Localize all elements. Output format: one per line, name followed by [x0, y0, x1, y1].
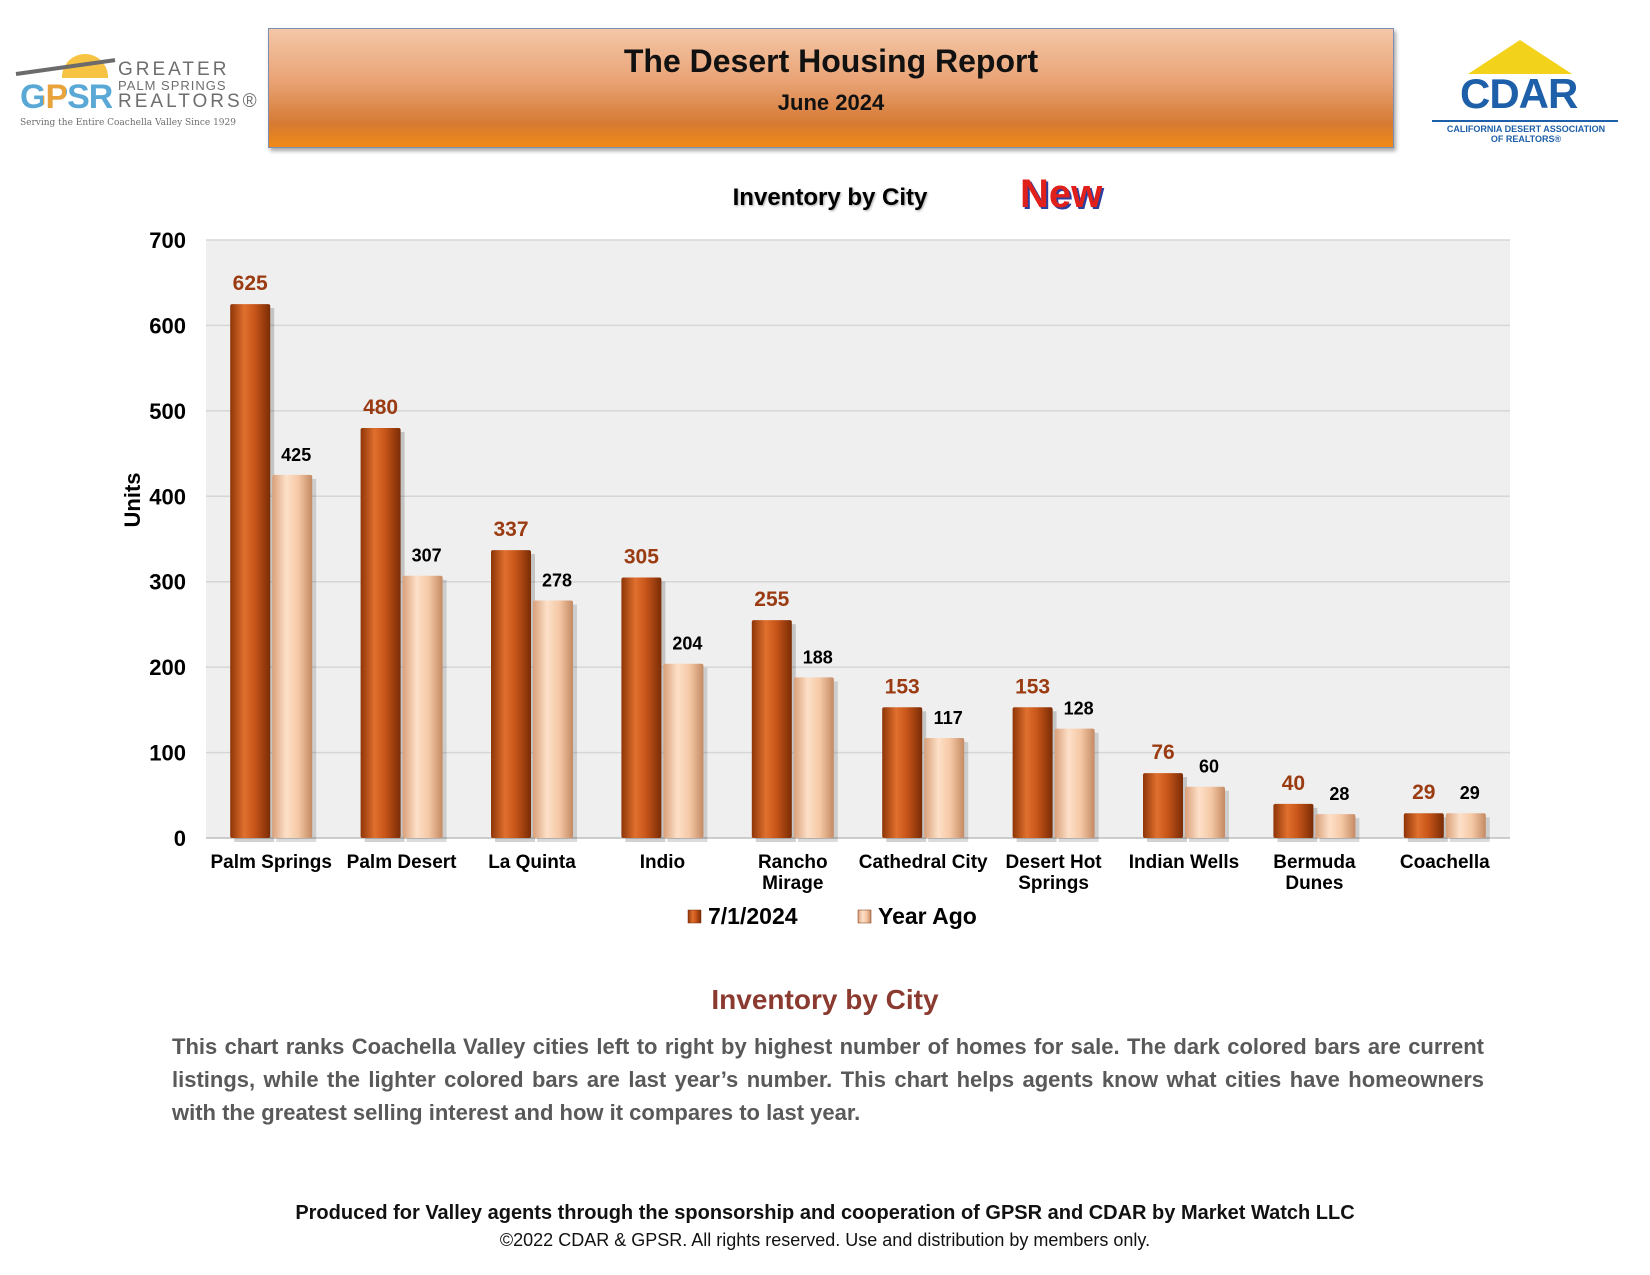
report-title: The Desert Housing Report: [623, 43, 1039, 79]
bar-year-ago: [1054, 728, 1095, 838]
y-tick-label: 300: [149, 570, 186, 595]
gpsr-logo-line3: REALTORS®: [118, 91, 260, 112]
x-category-label: Desert Hot: [1006, 852, 1103, 873]
x-category-label: Mirage: [762, 873, 823, 894]
y-tick-label: 500: [149, 399, 186, 424]
data-label-year-ago: 188: [803, 647, 833, 667]
data-label-year-ago: 29: [1460, 783, 1480, 803]
x-category-label: Indian Wells: [1129, 852, 1240, 873]
data-label-year-ago: 28: [1329, 784, 1349, 804]
bar-current: [1273, 803, 1314, 838]
x-category-label: Springs: [1018, 873, 1089, 894]
y-tick-label: 100: [149, 741, 186, 766]
bar-year-ago: [402, 575, 443, 838]
legend-label: 7/1/2024: [708, 903, 798, 929]
data-label-current: 305: [624, 545, 659, 568]
bar-year-ago: [1315, 814, 1356, 838]
y-axis-title: Units: [120, 473, 145, 528]
data-label-current: 255: [754, 588, 789, 611]
y-tick-label: 400: [149, 484, 186, 509]
gpsr-logo-mark: GPSR: [20, 78, 113, 116]
cdar-logo: CDAR CALIFORNIA DESERT ASSOCIATION OF RE…: [1428, 40, 1628, 150]
x-category-label: La Quinta: [488, 852, 576, 873]
data-label-current: 480: [363, 396, 398, 419]
y-tick-label: 200: [149, 655, 186, 680]
bar-current: [360, 427, 401, 838]
data-label-year-ago: 128: [1064, 699, 1094, 719]
data-label-year-ago: 278: [542, 571, 572, 591]
gpsr-logo-line2: PALM SPRINGS: [118, 78, 227, 93]
bar-year-ago: [1445, 813, 1486, 838]
data-label-current: 76: [1151, 741, 1174, 764]
cdar-logo-name: CDAR: [1460, 70, 1578, 117]
gpsr-logo-words: GREATER PALM SPRINGS REALTORS®: [118, 60, 260, 111]
y-tick-label: 700: [149, 228, 186, 253]
legend-swatch: [857, 909, 872, 924]
x-category-label: Coachella: [1400, 852, 1490, 873]
cdar-logo-subtitle: CALIFORNIA DESERT ASSOCIATION OF REALTOR…: [1428, 124, 1624, 144]
chart-title: Inventory by City: [732, 184, 928, 211]
bar-year-ago: [924, 738, 965, 838]
data-label-current: 153: [1015, 675, 1050, 698]
cdar-logo-divider: [1432, 120, 1618, 122]
x-category-label: Rancho: [758, 852, 828, 873]
x-category-label: Palm Springs: [210, 852, 331, 873]
legend-swatch: [687, 909, 702, 924]
bar-current: [1143, 773, 1183, 838]
footer-sponsorship: Produced for Valley agents through the s…: [295, 1202, 1355, 1224]
bar-year-ago: [793, 677, 834, 838]
bar-current: [491, 550, 531, 838]
bar-year-ago: [663, 663, 704, 838]
x-category-label: Dunes: [1285, 873, 1343, 894]
cdar-logo-sub-line2: OF REALTORS®: [1490, 134, 1562, 144]
report-date: June 2024: [777, 90, 885, 115]
bar-current: [621, 577, 662, 838]
data-label-year-ago: 425: [281, 445, 311, 465]
x-category-label: Cathedral City: [859, 852, 988, 873]
bar-current: [1403, 813, 1444, 838]
y-tick-label: 600: [149, 313, 186, 338]
bar-current: [230, 304, 271, 839]
data-label-current: 625: [233, 272, 268, 295]
footer-copyright: ©2022 CDAR & GPSR. All rights reserved. …: [499, 1230, 1151, 1250]
x-category-label: Palm Desert: [347, 852, 458, 873]
data-label-current: 337: [493, 518, 528, 541]
inventory-bar-chart: 0 100 200 300 400 500 600 700 625 425 Palm Spring…: [120, 228, 1510, 929]
data-label-current: 153: [885, 675, 920, 698]
y-tick-label: 0: [174, 826, 186, 851]
data-label-year-ago: 307: [412, 546, 442, 566]
x-category-label: Indio: [640, 852, 685, 873]
gpsr-logo: GPSR GREATER PALM SPRINGS REALTORS® Serv…: [14, 50, 257, 130]
new-badge: New: [1020, 172, 1103, 216]
data-label-current: 29: [1412, 781, 1435, 804]
gpsr-logo-tagline: Serving the Entire Coachella Valley Sinc…: [20, 118, 236, 128]
bar-current: [1012, 707, 1053, 838]
cdar-logo-sub-line1: CALIFORNIA DESERT ASSOCIATION: [1446, 124, 1606, 134]
x-category-label: Bermuda: [1273, 852, 1356, 873]
house-roof-icon: [1468, 40, 1572, 74]
data-label-year-ago: 117: [934, 708, 963, 728]
bar-current: [751, 620, 792, 838]
bar-year-ago: [533, 600, 573, 838]
bar-current: [882, 707, 923, 838]
data-label-year-ago: 60: [1199, 757, 1219, 777]
data-label-year-ago: 204: [672, 634, 702, 654]
legend-label: Year Ago: [878, 903, 977, 929]
bar-year-ago: [1185, 786, 1225, 838]
gpsr-logo-line1: GREATER: [118, 59, 230, 80]
description-title: Inventory by City: [711, 984, 939, 1015]
data-label-current: 40: [1282, 772, 1305, 795]
description-body: This chart ranks Coachella Valley cities…: [172, 1034, 1484, 1125]
report-header: The Desert Housing Report June 2024: [268, 28, 1394, 148]
bar-year-ago: [272, 474, 313, 838]
